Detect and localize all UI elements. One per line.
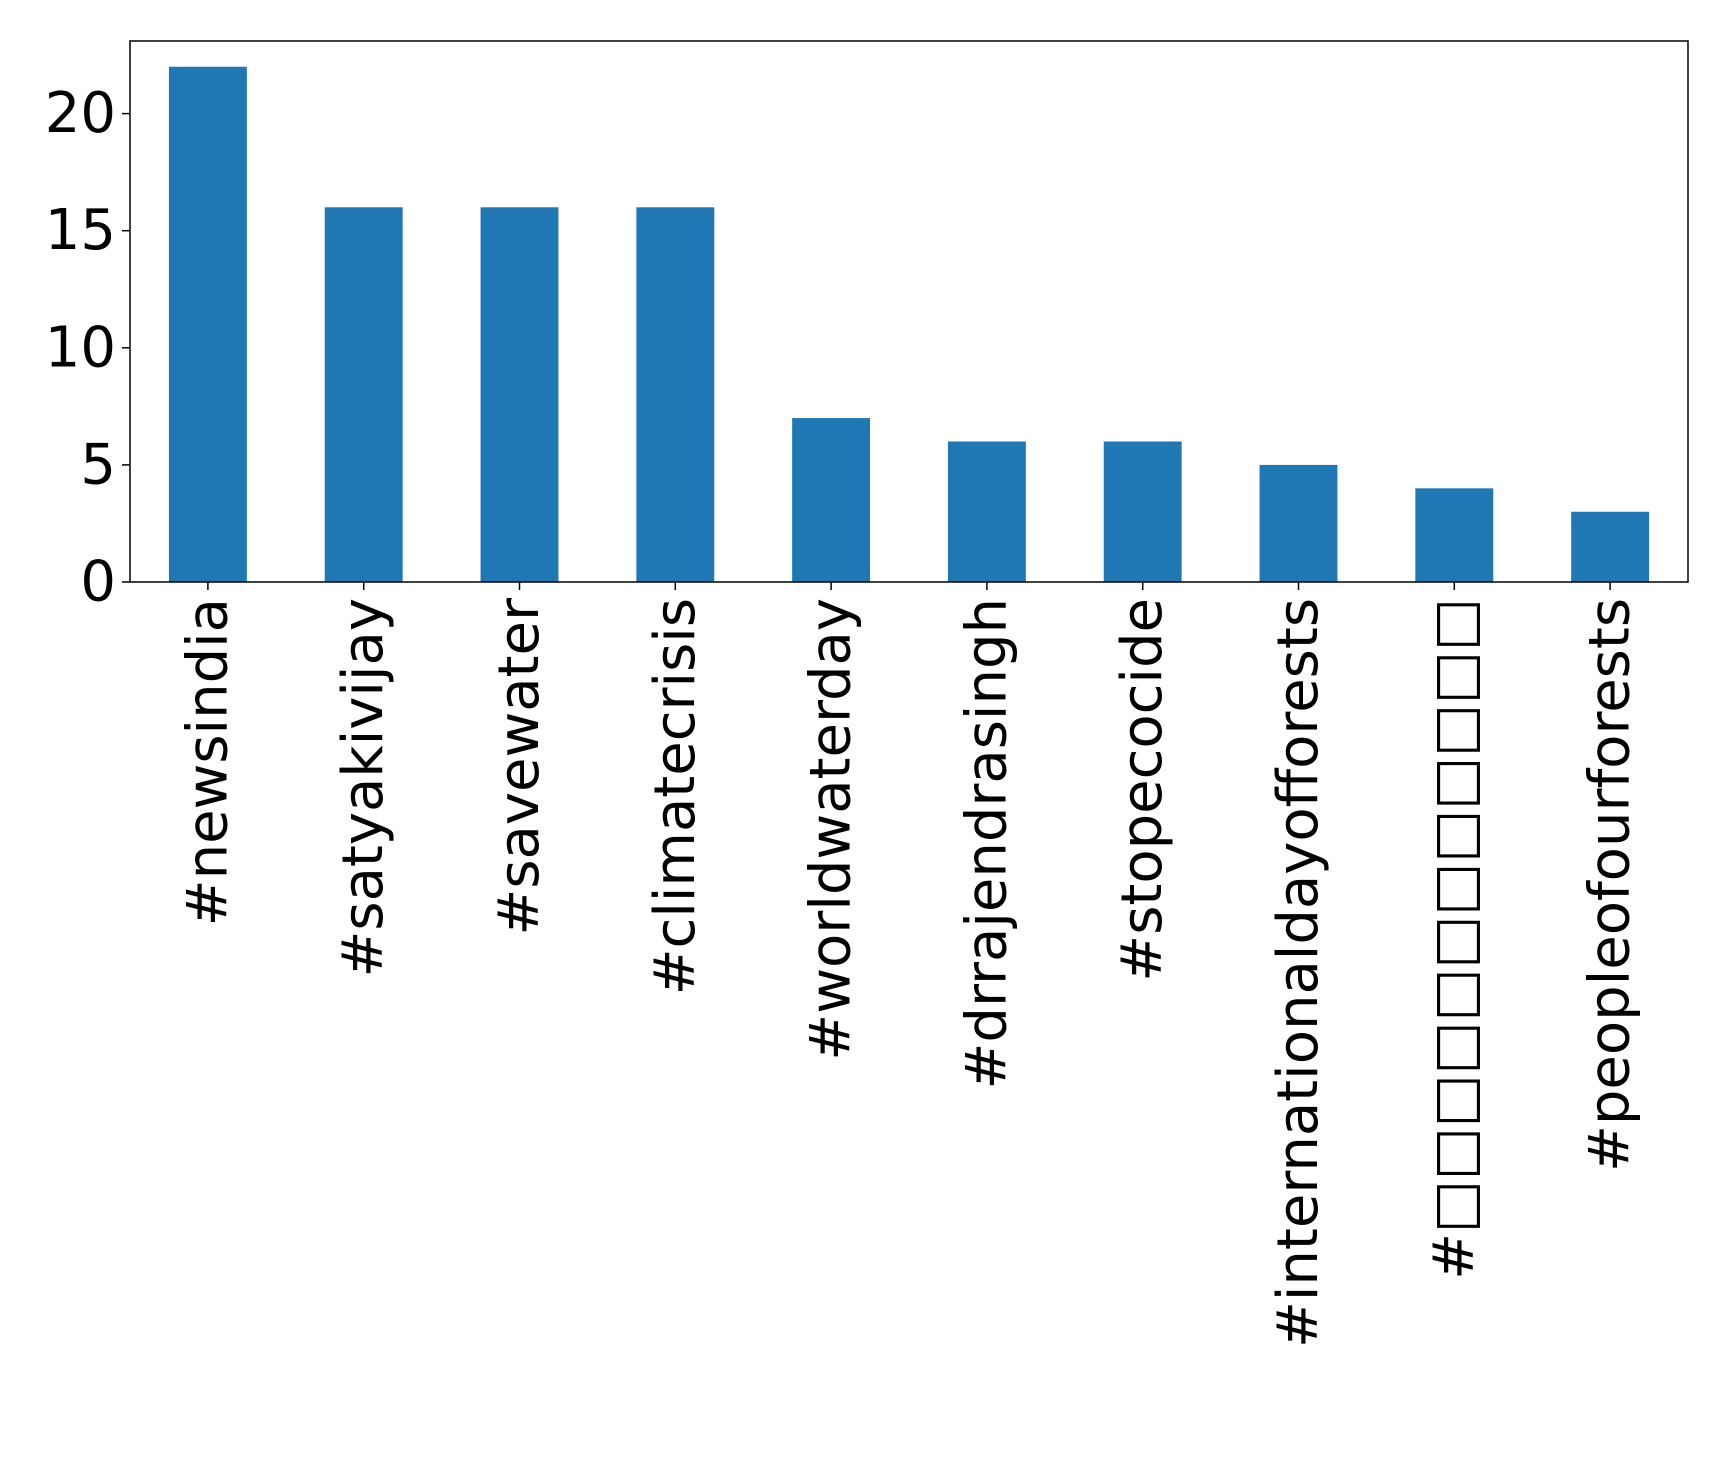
bar	[1415, 488, 1494, 582]
bars-group	[168, 66, 1650, 583]
bar	[792, 418, 871, 582]
y-tick-label: 5	[80, 432, 116, 497]
x-tick-label: #satyakivijay	[331, 598, 396, 978]
y-tick-label: 10	[45, 315, 116, 380]
x-tick-label: #savewater	[487, 597, 552, 936]
bar	[1259, 464, 1338, 582]
bar	[636, 207, 715, 583]
bar	[480, 207, 559, 583]
x-tick-label: #stopecocide	[1110, 598, 1175, 982]
y-tick-label: 0	[80, 550, 116, 615]
plot-frame	[129, 40, 1689, 583]
y-tick-label: 15	[45, 198, 116, 263]
x-tick-label: #peopleofourforests	[1578, 598, 1643, 1172]
x-tick-label: #worldwaterday	[799, 598, 864, 1061]
x-axis: #newsindia #satyakivijay #savewater #climat…	[175, 582, 1643, 1348]
bar	[324, 207, 403, 583]
x-tick-label: #□□□□□□□□□□□□	[1422, 598, 1487, 1280]
bar	[947, 441, 1026, 582]
x-tick-label: #newsindia	[175, 598, 240, 926]
x-tick-label: #internationaldayofforests	[1266, 598, 1331, 1348]
x-tick-label: #climatecrisis	[643, 598, 708, 995]
bar	[1103, 441, 1182, 582]
y-tick-label: 20	[45, 81, 116, 146]
x-tick-label: #drrajendrasingh	[954, 598, 1019, 1090]
y-axis: 0 5 10 15 20	[45, 81, 130, 615]
bar	[1571, 511, 1650, 582]
bar	[168, 66, 247, 582]
